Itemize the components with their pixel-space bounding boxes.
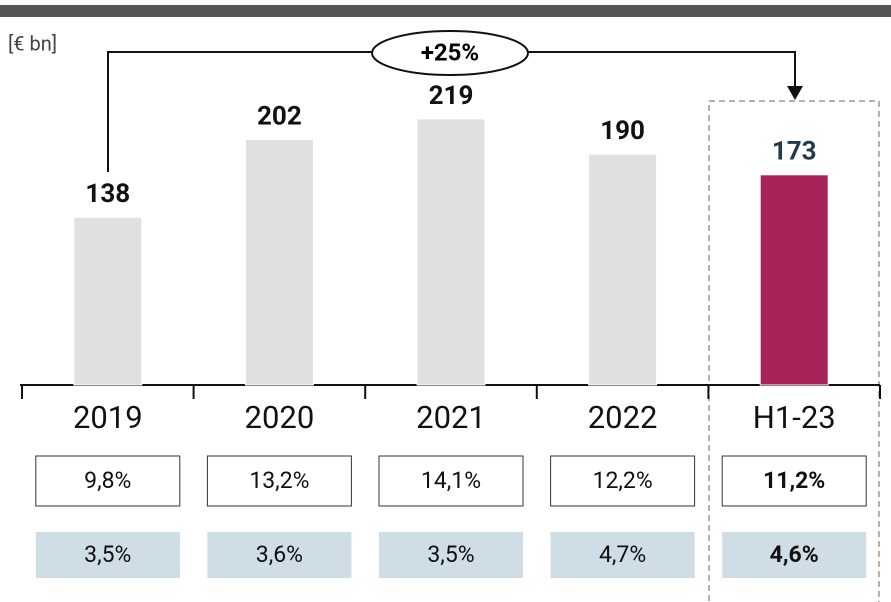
category-label: 2021 bbox=[416, 399, 486, 436]
category-label: H1-23 bbox=[753, 399, 836, 436]
row-label: 12,2% bbox=[593, 467, 653, 494]
box-blue bbox=[207, 532, 352, 578]
row-label: 4,6% bbox=[770, 541, 819, 568]
highlight-frame bbox=[708, 100, 880, 602]
row-label: 3,6% bbox=[256, 541, 303, 568]
category-label: 2020 bbox=[245, 399, 315, 436]
box-blue bbox=[550, 532, 695, 578]
category-label: 2019 bbox=[73, 399, 143, 436]
bar bbox=[588, 153, 658, 386]
box-white bbox=[35, 455, 181, 507]
box-blue bbox=[379, 532, 523, 578]
category-label: 2022 bbox=[588, 399, 658, 436]
row-label: 9,8% bbox=[84, 467, 131, 494]
value-label: 138 bbox=[85, 179, 130, 209]
bar bbox=[244, 139, 314, 386]
box-white bbox=[550, 455, 696, 507]
row-label: 13,2% bbox=[249, 467, 309, 494]
box-blue bbox=[35, 532, 180, 578]
row-label: 11,2% bbox=[763, 467, 825, 494]
bar bbox=[416, 118, 486, 386]
unit-label: [€ bn] bbox=[8, 31, 57, 55]
value-label: 173 bbox=[772, 137, 817, 167]
bar bbox=[73, 216, 143, 386]
value-label: 190 bbox=[600, 116, 645, 146]
value-label: 202 bbox=[257, 101, 302, 131]
arrow-head bbox=[787, 86, 803, 100]
row-label: 3,5% bbox=[84, 541, 131, 568]
bar bbox=[759, 174, 829, 386]
row-label: 4,7% bbox=[599, 541, 646, 568]
box-blue bbox=[722, 532, 867, 578]
growth-label: +25% bbox=[421, 38, 479, 66]
box-white bbox=[721, 455, 867, 507]
value-label: 219 bbox=[429, 81, 474, 111]
row-label: 14,1% bbox=[421, 467, 481, 494]
top-bar bbox=[0, 5, 891, 17]
growth-bubble bbox=[371, 30, 529, 76]
row-label: 3,5% bbox=[427, 541, 474, 568]
box-white bbox=[206, 455, 352, 507]
box-white bbox=[378, 455, 524, 507]
